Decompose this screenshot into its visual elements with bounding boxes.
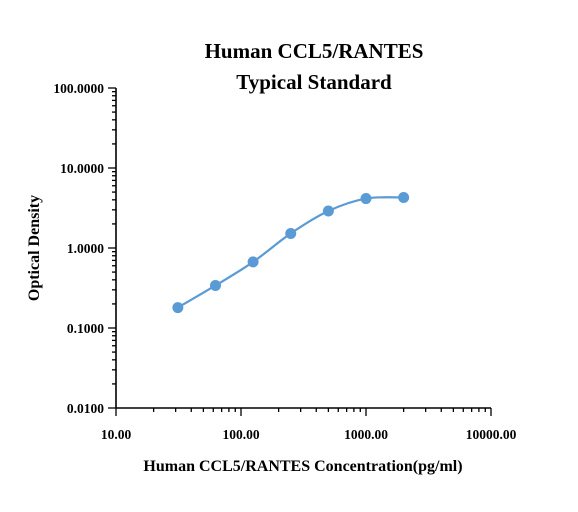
y-tick-label: 0.1000 [67, 321, 104, 336]
x-tick-label: 10.00 [101, 427, 132, 442]
data-point [360, 193, 372, 205]
y-tick-label: 0.0100 [67, 401, 104, 416]
fit-curve [177, 196, 404, 309]
data-point [398, 191, 410, 203]
y-ticks: 0.0100 0.1000 1.0000 10.0000 100.0000 [53, 81, 116, 416]
data-point [209, 279, 221, 291]
plot-area [172, 191, 410, 314]
y-tick-label: 10.0000 [60, 161, 104, 176]
data-point [285, 227, 297, 239]
x-ticks: 10.00 100.00 1000.00 10000.00 [101, 408, 517, 442]
chart-title-line-1: Human CCL5/RANTES [205, 39, 424, 63]
data-point [247, 256, 259, 268]
y-axis-title: Optical Density [26, 195, 43, 301]
y-tick-label: 100.0000 [53, 81, 104, 96]
x-tick-label: 1000.00 [344, 427, 388, 442]
chart-title-line-2: Typical Standard [236, 70, 392, 94]
x-tick-label: 100.00 [222, 427, 259, 442]
data-point [322, 205, 334, 217]
y-tick-label: 1.0000 [67, 241, 104, 256]
data-point [172, 302, 184, 314]
axes [115, 88, 491, 409]
x-tick-label: 10000.00 [466, 427, 517, 442]
x-axis-title: Human CCL5/RANTES Concentration(pg/ml) [143, 458, 462, 475]
